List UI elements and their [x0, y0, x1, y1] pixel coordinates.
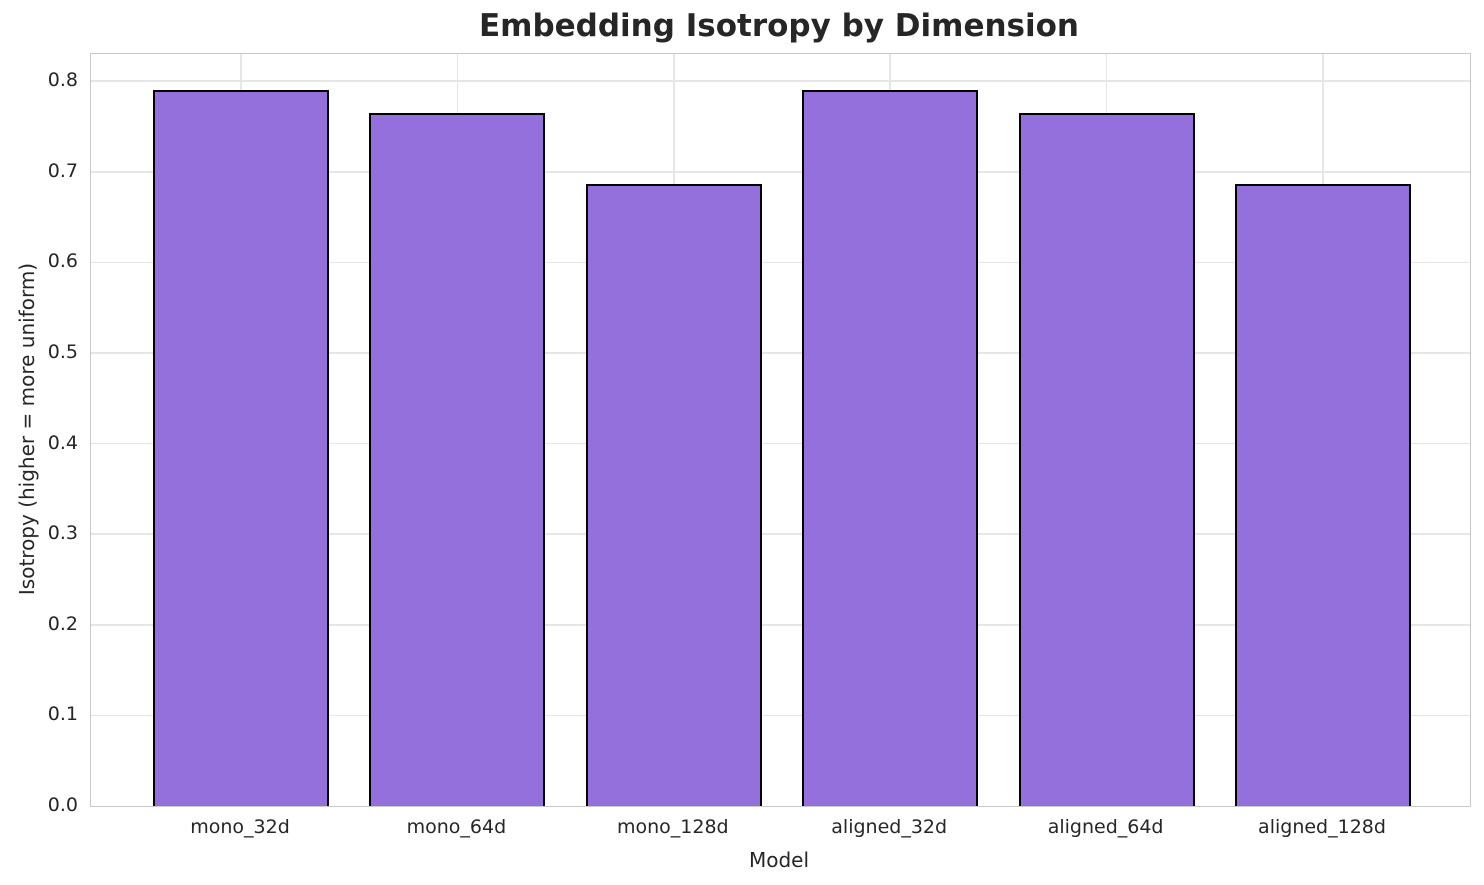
y-tick-label-0.4: 0.4: [47, 431, 78, 454]
bar-aligned_64d: [1018, 112, 1195, 806]
gridline-y-0.5: [91, 352, 1470, 354]
bar-mono_32d: [153, 90, 329, 806]
gridline-y-0.1: [91, 714, 1470, 717]
gridline-y-0.7: [91, 171, 1470, 173]
x-tick-label-mono_128d: mono_128d: [616, 816, 729, 838]
y-axis-label: Isotropy (higher = more uniform): [15, 262, 39, 596]
bar-aligned_32d: [802, 90, 979, 806]
gridline-y-0.8: [91, 80, 1470, 82]
x-tick-label-aligned_32d: aligned_32d: [831, 816, 948, 838]
x-tick-label-mono_64d: mono_64d: [406, 816, 507, 838]
y-tick-label-0.2: 0.2: [47, 612, 78, 635]
bar-aligned_128d: [1235, 184, 1411, 806]
y-tick-label-0.6: 0.6: [47, 250, 78, 273]
x-tick-label-aligned_64d: aligned_64d: [1047, 816, 1164, 838]
y-tick-label-0.8: 0.8: [47, 69, 78, 92]
chart-title: Embedding Isotropy by Dimension: [478, 8, 1080, 44]
y-tick-label-0.7: 0.7: [47, 159, 78, 182]
bar-mono_128d: [585, 184, 762, 806]
y-tick-label-0.5: 0.5: [47, 340, 78, 363]
x-axis-label: Model: [748, 848, 810, 872]
y-tick-label-0.1: 0.1: [47, 703, 78, 726]
x-tick-label-mono_32d: mono_32d: [190, 816, 290, 838]
gridline-y-0.4: [91, 442, 1470, 445]
gridline-y-0.2: [91, 624, 1470, 626]
x-tick-label-aligned_128d: aligned_128d: [1258, 816, 1386, 838]
gridline-y-0.3: [91, 533, 1470, 535]
y-tick-label-0.0: 0.0: [47, 794, 78, 816]
bar-mono_64d: [369, 112, 546, 806]
plot-area: [90, 53, 1471, 807]
gridline-y-0.6: [91, 261, 1470, 264]
y-tick-label-0.3: 0.3: [47, 522, 78, 545]
